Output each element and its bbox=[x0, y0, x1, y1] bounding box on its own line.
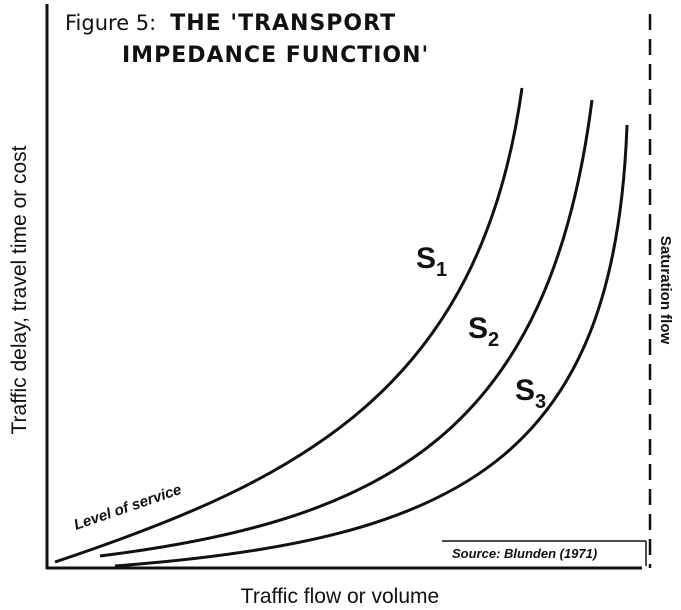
curve-subscript: 3 bbox=[535, 391, 546, 413]
title-line-2: IMPEDANCE FUNCTION' bbox=[122, 43, 429, 68]
figure-label: Figure 5: bbox=[65, 11, 156, 35]
saturation-flow-label: Saturation flow bbox=[657, 236, 674, 345]
source-box bbox=[442, 540, 647, 566]
curve-letter: S bbox=[416, 242, 436, 275]
x-axis-label: Traffic flow or volume bbox=[241, 585, 439, 608]
curve-s2 bbox=[99, 99, 594, 558]
curve-s3 bbox=[114, 124, 629, 568]
y-axis-label: Traffic delay, travel time or cost bbox=[8, 145, 31, 434]
curve-letter: S bbox=[468, 312, 488, 345]
title-line-1: THE 'TRANSPORT bbox=[170, 11, 396, 36]
curve-label-s1: S1 bbox=[416, 242, 447, 281]
source: Source: Blunden (1971) bbox=[452, 546, 597, 561]
title-line: Figure 5: THE 'TRANSPORT bbox=[65, 11, 396, 36]
curve-label-s2: S2 bbox=[468, 312, 499, 351]
curve-letter: S bbox=[515, 374, 535, 407]
curve-label-s3: S3 bbox=[515, 374, 546, 413]
title-background bbox=[52, 6, 562, 68]
curve-subscript: 1 bbox=[436, 259, 447, 281]
curve-subscript: 2 bbox=[488, 329, 499, 351]
level-of-service-label: Level of service bbox=[72, 481, 184, 534]
curve-s1 bbox=[54, 87, 524, 564]
